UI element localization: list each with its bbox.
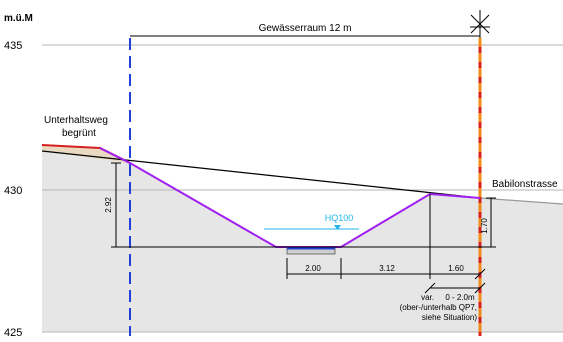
terrain-line bbox=[41, 150, 481, 199]
var-label: var. bbox=[421, 293, 434, 302]
path-label-line1: Unterhaltsweg bbox=[44, 115, 108, 126]
var-note-line1: (ober-/unterhalb QP7, bbox=[400, 303, 477, 312]
elevation-label-430: 430 bbox=[4, 185, 22, 197]
elevation-label-425: 425 bbox=[4, 327, 22, 339]
span-marker-icon bbox=[470, 10, 490, 38]
ground-fill bbox=[42, 151, 563, 332]
path-label-line2: begrünt bbox=[62, 128, 96, 139]
bed-width-label: 2.00 bbox=[305, 264, 321, 273]
slope-width-label: 3.12 bbox=[379, 264, 395, 273]
right-width-label: 1.60 bbox=[448, 264, 464, 273]
var-tick-right bbox=[474, 282, 486, 294]
var-range-label: 0 - 2.0m bbox=[445, 293, 475, 302]
space-label: Gewässerraum 12 m bbox=[259, 23, 352, 34]
dim-tick-boundary bbox=[474, 268, 486, 280]
road-surface-line bbox=[479, 197, 563, 205]
elevation-label-435: 435 bbox=[4, 40, 22, 52]
var-tick-left bbox=[424, 282, 436, 294]
right-height-label: 1.70 bbox=[480, 218, 489, 234]
flood-level-icon bbox=[334, 225, 341, 230]
left-height-label: 2.92 bbox=[104, 197, 113, 213]
flood-label: HQ100 bbox=[325, 213, 354, 223]
unit-label: m.ü.M bbox=[4, 13, 33, 24]
var-note-line2: siehe Situation) bbox=[422, 313, 477, 322]
road-label: Babilonstrasse bbox=[492, 179, 558, 190]
